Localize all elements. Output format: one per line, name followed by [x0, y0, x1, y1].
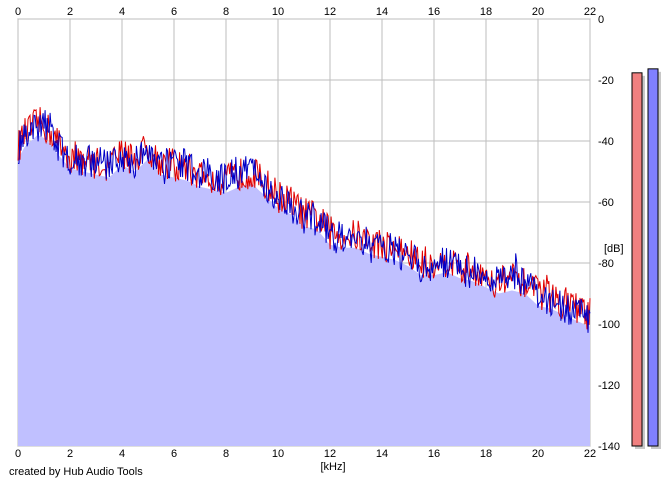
x-tick-label-bottom: 12: [324, 448, 336, 460]
x-tick-label-top: 14: [376, 6, 388, 18]
x-tick-label-top: 2: [67, 6, 73, 18]
x-tick-label-bottom: 20: [532, 448, 544, 460]
x-axis-label: [kHz]: [320, 461, 345, 473]
level-meters: [631, 68, 661, 449]
x-tick-label-top: 12: [324, 6, 336, 18]
x-tick-label-top: 4: [119, 6, 125, 18]
series-lines: [17, 107, 591, 333]
x-tick-label-top: 0: [15, 6, 21, 18]
x-tick-label-bottom: 2: [67, 448, 73, 460]
series-line-0: [17, 107, 591, 330]
x-tick-label-top: 6: [171, 6, 177, 18]
x-tick-label-bottom: 8: [223, 448, 229, 460]
x-tick-label-bottom: 14: [376, 448, 388, 460]
x-tick-label-top: 18: [480, 6, 492, 18]
level-meter-bar: [631, 72, 643, 447]
spectrum-area-fill: [18, 135, 590, 446]
y-tick-label: -80: [598, 258, 614, 270]
y-axis-label: [dB]: [604, 243, 624, 255]
y-tick-label: -120: [598, 380, 620, 392]
x-tick-label-bottom: 4: [119, 448, 125, 460]
x-tick-label-bottom: 0: [15, 448, 21, 460]
x-tick-label-top: 10: [272, 6, 284, 18]
x-tick-label-bottom: 18: [480, 448, 492, 460]
y-tick-label: 0: [598, 14, 604, 26]
y-tick-label: -20: [598, 75, 614, 87]
y-axis-ticks: 0 -20 -40 -60 -80 -100 -120 -140: [598, 14, 620, 453]
level-meter-bar: [647, 68, 659, 447]
series-line-1: [17, 110, 591, 333]
x-tick-label-bottom: 10: [272, 448, 284, 460]
x-tick-label-bottom: 6: [171, 448, 177, 460]
credit-text: created by Hub Audio Tools: [9, 466, 143, 478]
y-tick-label: -60: [598, 197, 614, 209]
x-tick-label-bottom: 22: [584, 448, 596, 460]
y-tick-label: -40: [598, 136, 614, 148]
x-tick-label-bottom: 16: [428, 448, 440, 460]
y-tick-label: -140: [598, 441, 620, 453]
y-tick-label: -100: [598, 319, 620, 331]
x-tick-label-top: 16: [428, 6, 440, 18]
x-tick-label-top: 22: [584, 6, 596, 18]
x-tick-label-top: 8: [223, 6, 229, 18]
x-tick-label-top: 20: [532, 6, 544, 18]
